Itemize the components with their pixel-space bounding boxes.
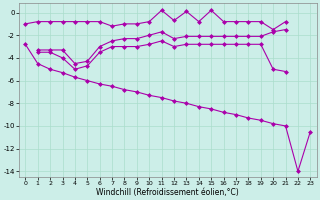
X-axis label: Windchill (Refroidissement éolien,°C): Windchill (Refroidissement éolien,°C) — [96, 188, 239, 197]
